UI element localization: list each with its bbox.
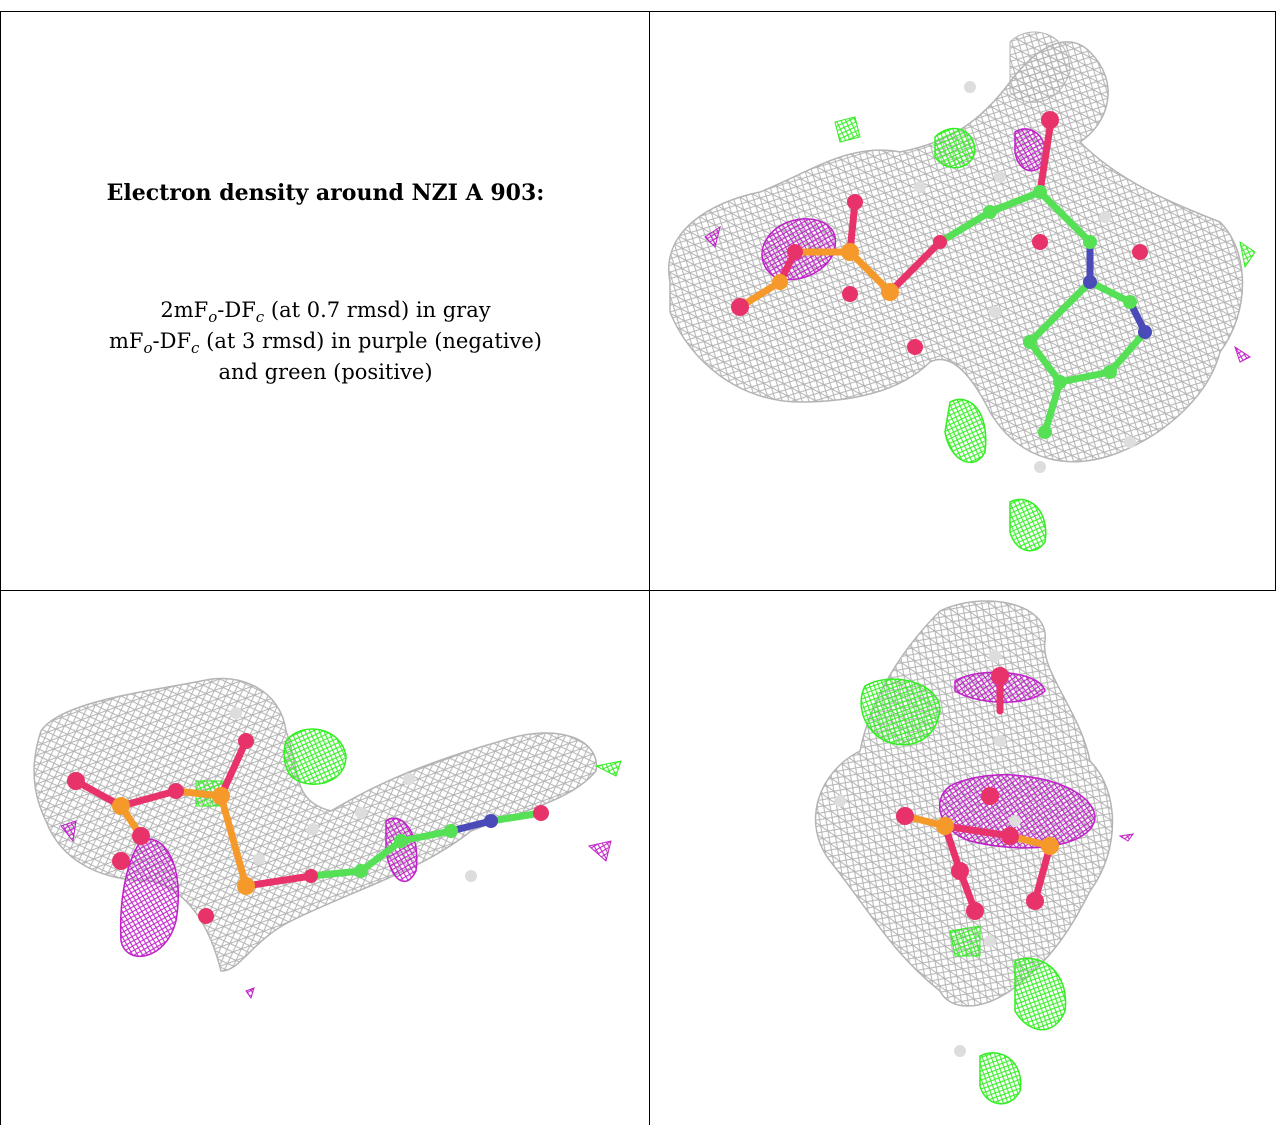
positive-density-mesh xyxy=(860,678,1067,1105)
density-legend: 2mFo-DFc (at 0.7 rmsd) in gray mFo-DFc (… xyxy=(1,295,649,388)
ligand-atoms xyxy=(731,81,1152,473)
legend-text: -DF xyxy=(152,329,192,353)
density-render xyxy=(814,600,1135,1105)
density-render xyxy=(33,677,622,1000)
legend-text: mF xyxy=(109,329,144,353)
ligand-atoms xyxy=(67,707,549,924)
border-top xyxy=(0,11,1276,12)
gray-density-mesh xyxy=(667,31,1244,463)
legend-sub: o xyxy=(208,308,218,327)
border-row xyxy=(0,590,1276,591)
border-middle xyxy=(649,11,650,1125)
legend-sub: o xyxy=(143,339,153,358)
legend-text: 2mF xyxy=(160,298,209,322)
legend-text: -DF xyxy=(217,298,256,322)
density-view-2 xyxy=(1,591,649,1125)
legend-text: (at 0.7 rmsd) in gray xyxy=(264,298,491,322)
legend-line-fofc: mFo-DFc (at 3 rmsd) in purple (negative) xyxy=(1,326,649,357)
density-render xyxy=(667,31,1256,552)
legend-line-colors: and green (positive) xyxy=(218,360,433,384)
legend-sub: c xyxy=(191,339,200,358)
caption-cell: Electron density around NZI A 903: 2mFo-… xyxy=(1,12,649,590)
density-view-3 xyxy=(650,591,1276,1125)
density-view-1 xyxy=(650,12,1275,590)
ligand-atoms xyxy=(834,650,1059,1057)
negative-density-mesh xyxy=(60,817,612,1000)
figure-title: Electron density around NZI A 903: xyxy=(106,180,545,206)
legend-text: (at 3 rmsd) in purple (negative) xyxy=(199,329,542,353)
border-left xyxy=(0,11,1,1125)
legend-line-2fofc: 2mFo-DFc (at 0.7 rmsd) in gray xyxy=(1,295,649,326)
positive-density-mesh xyxy=(834,116,1256,552)
legend-sub: c xyxy=(255,308,265,327)
